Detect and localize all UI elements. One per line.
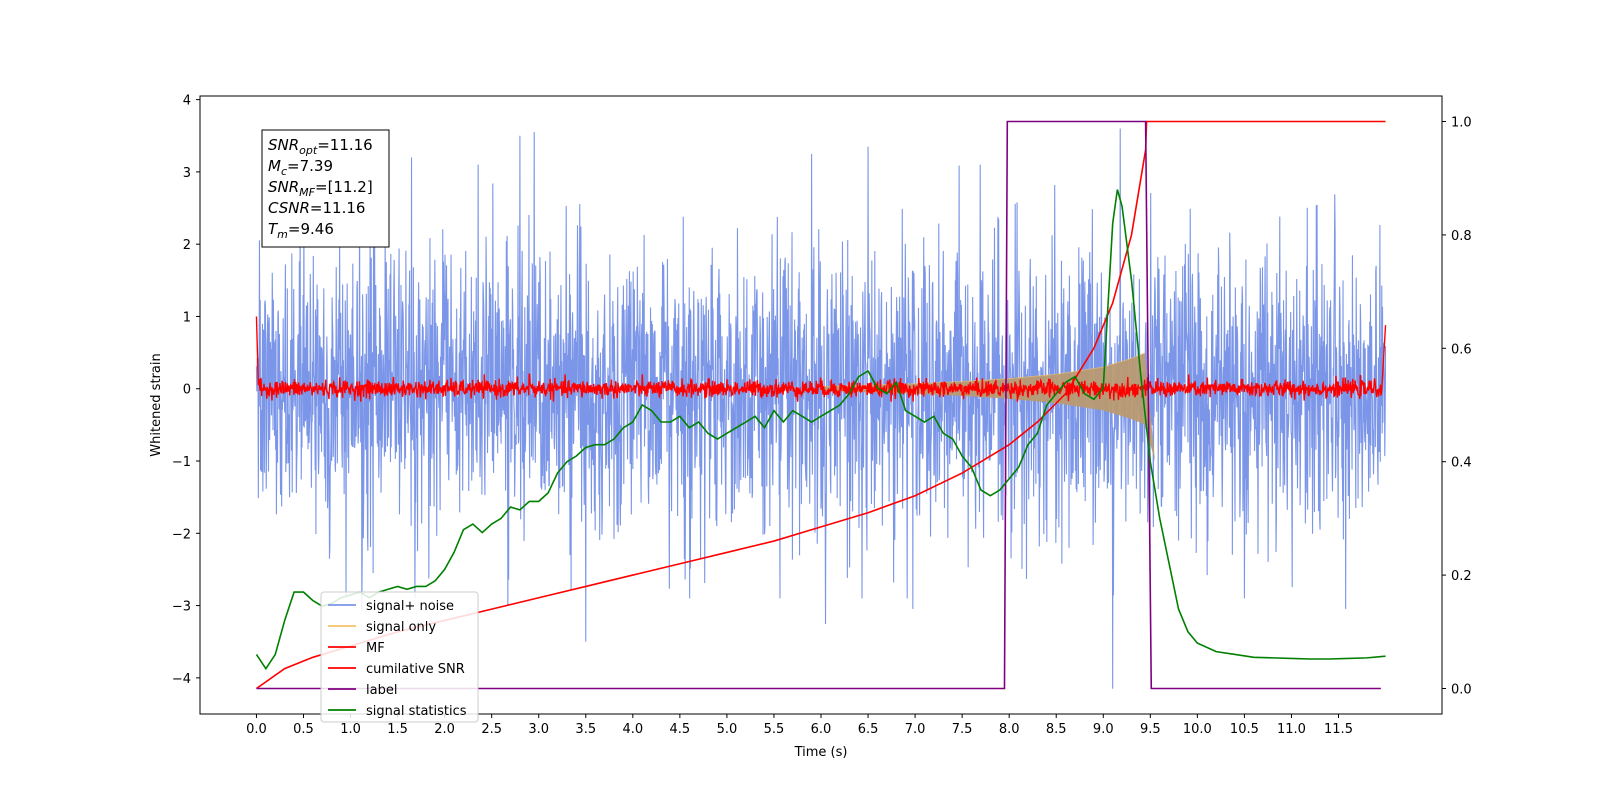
y2-tick-label: 0.8 [1451,229,1472,244]
x-tick-label: 7.5 [952,722,973,737]
stats-box-frame [261,129,390,248]
y-tick-label: −1 [172,455,191,470]
x-tick-label: 1.5 [387,722,408,737]
legend-frame [320,591,479,723]
axes: 0.0 0.5 1.0 1.5 2.0 2.5 3.0 3.5 4.0 4.5 5.0 5.5 6.0 6… [172,94,1472,737]
x-tick-label: 3.0 [528,722,549,737]
y2-tick-label: 0.6 [1451,342,1472,357]
y-tick-label: 2 [183,238,191,253]
x-tick-label: 11.0 [1277,722,1306,737]
legend-label: label [366,683,397,698]
series-line-signal-noise [255,128,1387,689]
y-tick-label: 3 [183,166,191,181]
legend-label: signal+ noise [366,599,454,614]
x-tick-label: 10.5 [1230,722,1259,737]
x-tick-label: 9.0 [1093,722,1114,737]
y-tick-label: 1 [183,310,191,325]
x-tick-label: 11.5 [1324,722,1353,737]
x-axis-label: Time (s) [794,745,848,760]
x-tick-label: 9.5 [1140,722,1161,737]
y-axis-label: Whitened strain [149,353,164,456]
y-tick-label: −2 [172,527,191,542]
x-tick-label: 6.0 [811,722,832,737]
stats-line: CSNR=11.16 [268,199,365,217]
y-tick-label: 0 [183,383,191,398]
x-tick-label: 10.0 [1183,722,1212,737]
x-tick-label: 6.5 [858,722,879,737]
legend-label: signal statistics [366,704,467,719]
stats-line: Tm=9.46 [268,220,334,241]
series-line-mf [255,316,1387,402]
x-tick-label: 2.0 [434,722,455,737]
series-line-signal-statistics [255,189,1386,671]
x-tick-label: 7.0 [905,722,926,737]
y-tick-label: −4 [172,672,191,687]
x-tick-label: 2.5 [481,722,502,737]
x-tick-label: 8.5 [1046,722,1067,737]
series-area-signal-only [821,352,1156,462]
stats-line: Mc=7.39 [268,157,333,178]
y-tick-label: −3 [172,600,191,615]
x-tick-label: 5.0 [717,722,738,737]
x-tick-label: 0.0 [246,722,267,737]
series-line-label [256,120,1381,690]
legend-label: signal only [366,620,436,635]
stats-box: SNRopt=11.16Mc=7.39SNRMF=[11.2]CSNR=11.1… [261,129,390,248]
x-tick-label: 1.0 [340,722,361,737]
stats-line: SNRMF=[11.2] [268,178,373,199]
y2-tick-label: 0.0 [1451,682,1472,697]
legend: signal+ noise signal only MF cumilative SNR… [320,591,479,723]
legend-label: MF [366,641,385,656]
x-tick-label: 4.5 [670,722,691,737]
x-tick-label: 4.0 [622,722,643,737]
x-tick-label: 8.0 [999,722,1020,737]
y2-tick-label: 1.0 [1451,116,1472,131]
x-tick-label: 5.5 [764,722,785,737]
x-tick-label: 3.5 [575,722,596,737]
x-tick-label: 0.5 [293,722,314,737]
legend-label: cumilative SNR [366,662,465,677]
y2-tick-label: 0.2 [1451,569,1472,584]
y-tick-label: 4 [183,94,191,109]
stats-line: SNRopt=11.16 [268,136,373,157]
y2-tick-label: 0.4 [1451,456,1472,471]
